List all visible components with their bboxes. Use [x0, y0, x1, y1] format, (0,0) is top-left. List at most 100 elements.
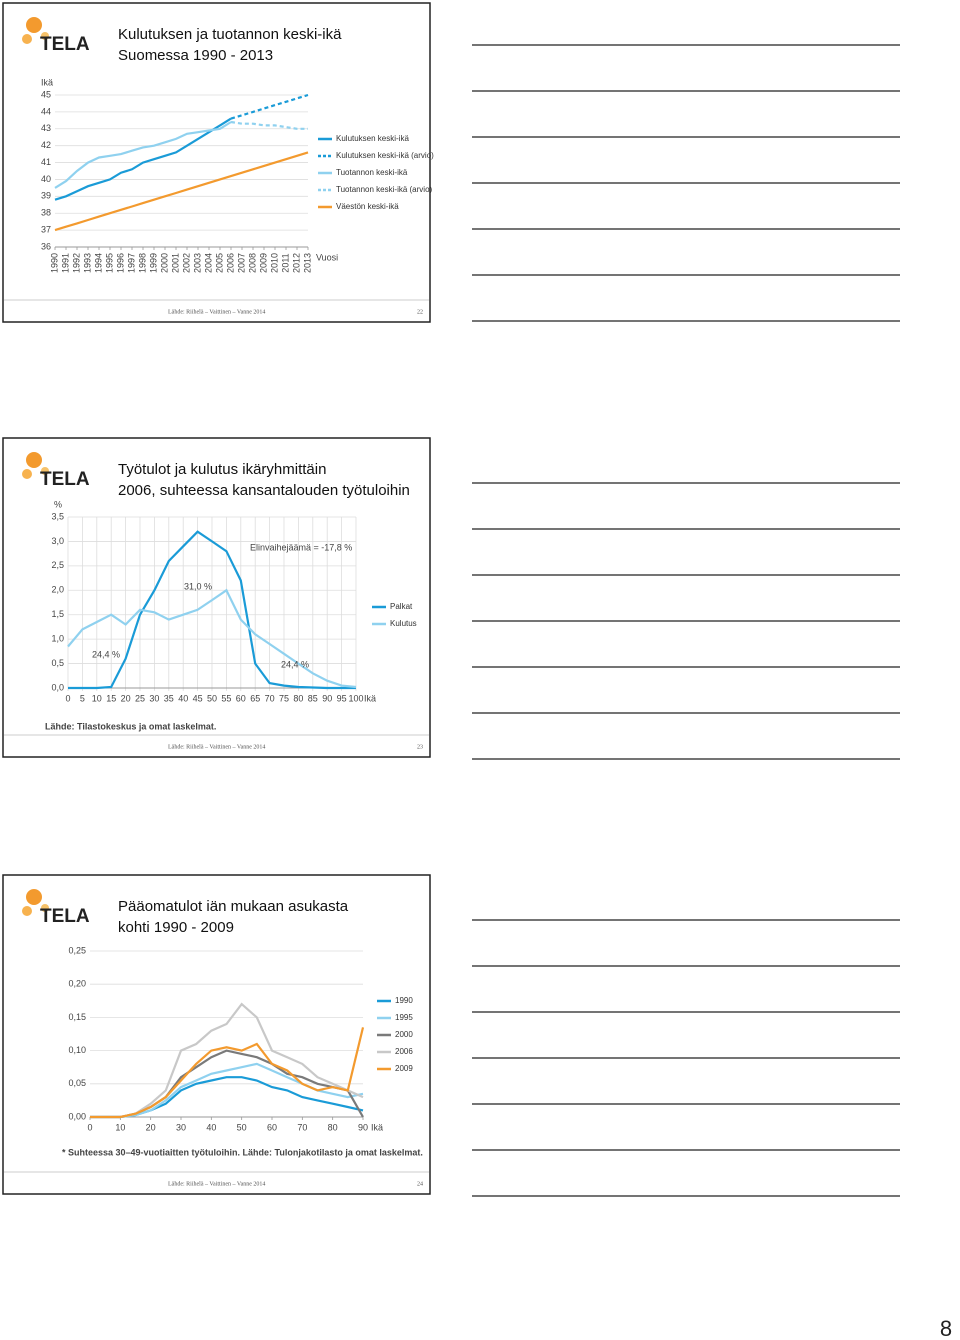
logo-dot	[22, 34, 32, 44]
slide-footer: Lähde: Riihelä – Vaittinen – Vanne 2014	[168, 309, 265, 315]
x-tick-label: 0	[65, 693, 70, 703]
logo-text: TELA	[40, 906, 90, 927]
annotation: 24,4 %	[92, 649, 120, 659]
x-axis-label: Vuosi	[316, 252, 338, 262]
logo-dot	[41, 32, 49, 40]
y-tick-label: 2,0	[51, 585, 64, 595]
y-tick-label: 42	[41, 140, 51, 150]
legend-label: 1990	[395, 996, 413, 1005]
x-tick-label: 35	[164, 693, 174, 703]
x-tick-label: 1993	[82, 253, 92, 273]
y-tick-label: 36	[41, 241, 51, 251]
slide-title: Pääomatulot iän mukaan asukasta	[118, 898, 349, 915]
logo-dot	[41, 904, 49, 912]
legend-label: 2000	[395, 1030, 413, 1039]
x-tick-label: 40	[206, 1122, 216, 1132]
x-tick-label: 40	[178, 693, 188, 703]
x-tick-label: 2006	[225, 253, 235, 273]
x-tick-label: 1996	[115, 253, 125, 273]
slide-number: 23	[417, 744, 423, 750]
x-tick-label: 1999	[148, 253, 158, 273]
y-tick-label: 41	[41, 157, 51, 167]
x-tick-label: 2002	[181, 253, 191, 273]
x-tick-label: 25	[135, 693, 145, 703]
y-tick-label: 1,0	[51, 634, 64, 644]
x-tick-label: 60	[236, 693, 246, 703]
logo-dot	[26, 889, 42, 905]
y-tick-label: 39	[41, 191, 51, 201]
y-tick-label: 0,0	[51, 682, 64, 692]
x-tick-label: 2008	[247, 253, 257, 273]
chart-source: Lähde: Tilastokeskus ja omat laskelmat.	[45, 721, 216, 731]
y-tick-label: 0,25	[68, 945, 86, 955]
series-line	[54, 151, 309, 232]
slide-title: 2006, suhteessa kansantalouden työtuloih…	[118, 482, 410, 499]
series-line	[54, 117, 232, 201]
x-axis-label: Ikä	[364, 693, 376, 703]
y-tick-label: 3,0	[51, 536, 64, 546]
logo-dot	[41, 467, 49, 475]
x-tick-label: 80	[293, 693, 303, 703]
x-tick-label: 90	[322, 693, 332, 703]
y-tick-label: 1,5	[51, 609, 64, 619]
x-tick-label: 1990	[49, 253, 59, 273]
slide-title: kohti 1990 - 2009	[118, 919, 234, 936]
slide-number: 24	[417, 1181, 423, 1187]
x-tick-label: 2004	[203, 253, 213, 273]
chart-source: * Suhteessa 30–49-vuotiaitten työtuloihi…	[62, 1147, 423, 1157]
y-tick-label: 38	[41, 208, 51, 218]
slide-footer: Lähde: Riihelä – Vaittinen – Vanne 2014	[168, 744, 265, 750]
y-tick-label: 44	[41, 106, 51, 116]
x-tick-label: 45	[193, 693, 203, 703]
x-tick-label: 2009	[258, 253, 268, 273]
x-tick-label: 2010	[269, 253, 279, 273]
x-tick-label: 1994	[93, 253, 103, 273]
y-tick-label: 2,5	[51, 560, 64, 570]
y-tick-label: 0,05	[68, 1078, 86, 1088]
legend-label: Kulutuksen keski-ikä (arvio)	[336, 151, 434, 160]
y-axis-label: %	[54, 499, 62, 509]
x-tick-label: 30	[149, 693, 159, 703]
x-tick-label: 50	[207, 693, 217, 703]
x-tick-label: 50	[237, 1122, 247, 1132]
slide-title: Suomessa 1990 - 2013	[118, 47, 273, 64]
annotation: Elinvaihejäämä = -17,8 %	[250, 542, 352, 552]
x-tick-label: 55	[221, 693, 231, 703]
y-tick-label: 43	[41, 123, 51, 133]
series-line	[67, 588, 357, 689]
y-tick-label: 0,10	[68, 1045, 86, 1055]
x-tick-label: 2012	[291, 253, 301, 273]
x-tick-label: 5	[80, 693, 85, 703]
y-tick-label: 45	[41, 89, 51, 99]
annotation: 31,0 %	[184, 581, 212, 591]
x-tick-label: 30	[176, 1122, 186, 1132]
x-tick-label: 20	[146, 1122, 156, 1132]
y-tick-label: 0,00	[68, 1111, 86, 1121]
y-tick-label: 37	[41, 224, 51, 234]
legend-label: Kulutus	[390, 619, 417, 628]
slide-title: Kulutuksen ja tuotannon keski-ikä	[118, 26, 342, 43]
slide-number: 22	[417, 309, 423, 315]
y-tick-label: 0,5	[51, 658, 64, 668]
legend-label: Väestön keski-ikä	[336, 202, 399, 211]
x-tick-label: 70	[297, 1122, 307, 1132]
series-line	[90, 1027, 365, 1119]
x-tick-label: 75	[279, 693, 289, 703]
logo-dot	[26, 452, 42, 468]
x-tick-label: 1992	[71, 253, 81, 273]
legend-label: Tuotannon keski-ikä (arvio)	[336, 185, 433, 194]
x-tick-label: 70	[265, 693, 275, 703]
series-line	[68, 530, 356, 690]
series-line	[230, 120, 308, 130]
x-tick-label: 90	[358, 1122, 368, 1132]
x-tick-label: 2011	[280, 253, 290, 272]
x-tick-label: 15	[106, 693, 116, 703]
legend-label: Tuotannon keski-ikä	[336, 168, 408, 177]
legend-label: 1995	[395, 1013, 413, 1022]
x-tick-label: 95	[337, 693, 347, 703]
y-tick-label: 3,5	[51, 511, 64, 521]
x-tick-label: 1998	[137, 253, 147, 273]
x-tick-label: 100	[348, 693, 363, 703]
x-tick-label: 2000	[159, 253, 169, 273]
